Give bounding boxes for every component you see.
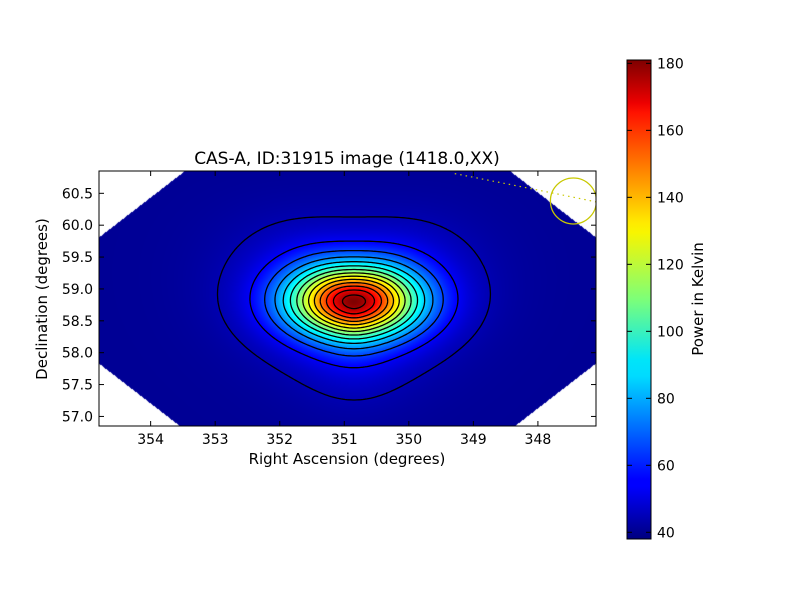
- y-tick-label: 58.5: [62, 314, 93, 330]
- y-tick-label: 59.0: [62, 282, 93, 298]
- colorbar-tick-label: 60: [657, 458, 675, 474]
- x-tick-label: 350: [395, 432, 422, 448]
- colorbar: 40 60 80 100 120 140 160 180: [626, 56, 684, 541]
- heatmap-plot-area: [98, 170, 597, 427]
- colorbar-tick-label: 160: [657, 123, 684, 139]
- y-tick-label: 57.5: [62, 378, 93, 394]
- colorbar-tick-label: 100: [657, 324, 684, 340]
- beam-circle: [549, 177, 596, 225]
- contour-line: [289, 265, 419, 340]
- contour-line: [302, 272, 406, 333]
- colorbar-tick-label: 120: [657, 257, 684, 273]
- colorbar-tick-label: 40: [657, 525, 675, 541]
- contour-line: [274, 256, 434, 350]
- colorbar-gradient: [626, 59, 652, 540]
- x-tick-label: 348: [525, 432, 552, 448]
- y-axis-label: Declination (degrees): [33, 218, 51, 380]
- x-axis-label: Right Ascension (degrees): [249, 450, 446, 468]
- x-tick-label: 353: [202, 432, 229, 448]
- x-axis-ticks: 354 353 352 351 350 349 348: [137, 171, 551, 448]
- y-tick-label: 60.5: [62, 186, 93, 202]
- y-tick-label: 57.0: [62, 409, 93, 425]
- chart-title: CAS-A, ID:31915 image (1418.0,XX): [194, 149, 500, 169]
- x-tick-label: 351: [331, 432, 358, 448]
- colorbar-label: Power in Kelvin: [689, 242, 707, 356]
- contour-line: [313, 278, 395, 326]
- y-tick-label: 60.0: [62, 218, 93, 234]
- contour-line: [264, 249, 444, 357]
- contour-line: [307, 275, 400, 329]
- colorbar-ticks: 40 60 80 100 120 140 160 180: [627, 56, 684, 541]
- y-axis-ticks: 57.0 57.5 58.0 58.5 59.0 59.5 60.0 60.5: [62, 186, 596, 425]
- beam-marker: [451, 172, 596, 225]
- colorbar-tick-label: 80: [657, 391, 675, 407]
- x-tick-label: 352: [266, 432, 293, 448]
- contour-line: [325, 285, 383, 319]
- contour-line: [249, 240, 459, 369]
- heatmap-image: [99, 171, 596, 426]
- colorbar-tick-label: 180: [657, 56, 684, 72]
- contour-line: [332, 289, 376, 315]
- y-tick-label: 59.5: [62, 250, 93, 266]
- x-tick-label: 349: [460, 432, 487, 448]
- contour-line: [282, 261, 426, 345]
- contour-lines: [216, 216, 492, 401]
- contour-line: [319, 282, 389, 323]
- y-tick-label: 58.0: [62, 346, 93, 362]
- contour-line: [296, 268, 412, 336]
- colorbar-tick-label: 140: [657, 190, 684, 206]
- x-tick-label: 354: [137, 432, 164, 448]
- contour-line: [341, 294, 367, 310]
- contour-line: [216, 216, 492, 401]
